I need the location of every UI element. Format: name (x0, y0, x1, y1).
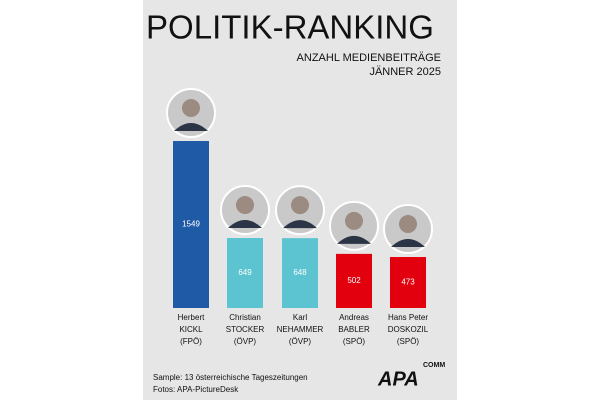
portrait-head (345, 211, 363, 230)
logo: COMM (423, 362, 445, 369)
value-label: 502 (347, 276, 361, 285)
value-label: 649 (238, 268, 252, 277)
subtitle: JÄNNER 2025 (369, 66, 441, 78)
x-tick-label: DOSKOZIL (388, 325, 429, 334)
portrait-head (182, 99, 200, 118)
x-tick-label: Hans Peter (388, 313, 428, 322)
x-tick-label: NEHAMMER (277, 325, 324, 334)
portrait-body (283, 220, 317, 229)
value-label: 648 (293, 268, 307, 277)
x-tick-label: Christian (229, 313, 261, 322)
portrait-head (399, 215, 417, 234)
x-tick-label: BABLER (338, 325, 370, 334)
value-label: 473 (401, 278, 415, 287)
bar (227, 238, 263, 308)
bar (282, 238, 318, 308)
value-label: 1549 (182, 220, 200, 229)
x-tick-label: (SPÖ) (397, 337, 420, 346)
subtitle: ANZAHL MEDIENBEITRÄGE (297, 52, 441, 64)
x-tick-label: (SPÖ) (343, 337, 366, 346)
chart-title: POLITIK-RANKING (146, 9, 434, 46)
portrait-body (174, 123, 208, 132)
x-tick-label: KICKL (179, 325, 203, 334)
x-tick-label: Karl (293, 313, 307, 322)
bar (390, 257, 426, 308)
x-tick-label: (ÖVP) (289, 337, 312, 346)
portrait-body (337, 235, 371, 244)
x-tick-label: Herbert (178, 313, 205, 322)
portrait-body (228, 220, 262, 229)
x-tick-label: (FPÖ) (180, 337, 202, 346)
portrait-head (291, 196, 309, 215)
bar (336, 253, 372, 308)
portrait-body (391, 239, 425, 248)
bar (173, 141, 209, 308)
footnote: Fotos: APA-PictureDesk (153, 385, 239, 394)
x-tick-label: STOCKER (226, 325, 265, 334)
x-tick-label: Andreas (339, 313, 369, 322)
logo: APA (377, 368, 419, 390)
x-tick-label: (ÖVP) (234, 337, 257, 346)
footnote: Sample: 13 österreichische Tageszeitunge… (153, 373, 308, 382)
portrait-head (236, 196, 254, 215)
